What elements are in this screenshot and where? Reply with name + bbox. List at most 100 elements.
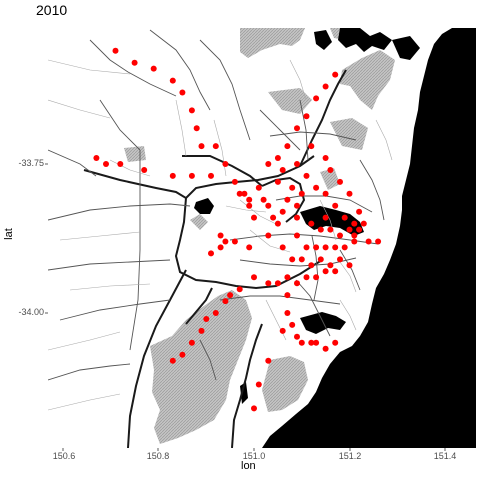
data-point <box>246 244 253 251</box>
data-point <box>332 71 339 78</box>
data-point <box>274 155 281 161</box>
data-point <box>294 125 300 132</box>
data-point <box>322 214 329 221</box>
data-point <box>327 226 334 233</box>
data-point <box>356 208 363 215</box>
data-point <box>313 339 320 346</box>
data-point <box>294 202 300 209</box>
x-tick-label: 151.0 <box>242 451 266 461</box>
x-tick-label: 151.4 <box>433 451 457 461</box>
data-point <box>222 298 229 305</box>
data-point <box>198 143 205 150</box>
y-tick-label: -33.75 <box>18 158 44 168</box>
data-point <box>332 268 339 275</box>
data-point <box>317 256 324 263</box>
data-point <box>303 172 310 179</box>
plot-title: 2010 <box>36 2 68 18</box>
data-point <box>188 339 195 346</box>
data-point <box>346 190 353 197</box>
data-point <box>112 47 119 54</box>
data-point <box>279 167 286 173</box>
data-point <box>289 321 296 328</box>
data-point <box>341 214 348 221</box>
data-point <box>93 155 100 161</box>
data-point <box>294 333 300 340</box>
data-point <box>322 244 329 251</box>
data-point <box>289 256 296 263</box>
data-point <box>255 184 262 191</box>
x-axis-label: lon <box>241 460 256 472</box>
data-point <box>298 190 305 197</box>
data-point <box>365 238 372 245</box>
data-point <box>303 244 310 251</box>
data-point <box>179 351 186 358</box>
data-point <box>188 107 195 114</box>
data-point <box>298 256 305 263</box>
y-tick-label: -34.00 <box>18 307 44 317</box>
data-point <box>179 89 186 96</box>
data-point <box>346 262 353 269</box>
data-point <box>193 125 200 132</box>
data-point <box>246 196 253 203</box>
data-point <box>284 143 291 150</box>
data-point <box>141 167 148 173</box>
data-point <box>356 226 363 233</box>
data-point <box>351 220 358 227</box>
data-point <box>317 226 324 233</box>
data-point <box>227 292 234 299</box>
data-point <box>313 244 320 251</box>
data-point <box>150 65 157 72</box>
data-point <box>246 202 253 209</box>
data-point <box>265 280 272 287</box>
data-point <box>322 83 329 90</box>
data-point <box>231 178 238 185</box>
data-point <box>294 232 300 239</box>
data-point <box>294 214 300 221</box>
data-point <box>169 77 176 84</box>
data-point <box>231 238 238 245</box>
data-point <box>308 220 315 227</box>
x-tick-label: 150.6 <box>52 451 76 461</box>
data-point <box>346 226 353 233</box>
data-point <box>251 214 257 221</box>
data-point <box>169 172 176 179</box>
data-point <box>322 268 329 275</box>
data-point <box>341 244 348 251</box>
data-point <box>198 327 205 334</box>
data-point <box>169 357 176 364</box>
data-point <box>117 161 124 167</box>
data-point <box>265 161 272 167</box>
data-point <box>322 345 329 352</box>
parkland-areas <box>124 28 395 444</box>
data-point <box>298 339 305 346</box>
data-point <box>332 339 339 346</box>
data-point <box>212 310 219 316</box>
data-point <box>274 220 281 227</box>
data-point <box>222 161 229 167</box>
data-point <box>332 244 339 251</box>
data-point <box>313 184 320 191</box>
data-point <box>308 262 315 269</box>
data-point <box>308 143 315 150</box>
data-point <box>279 244 286 251</box>
data-point <box>294 161 300 167</box>
data-point <box>251 274 257 281</box>
data-point <box>337 178 343 185</box>
data-point <box>351 238 358 245</box>
data-point <box>265 357 272 364</box>
data-point <box>208 172 214 179</box>
data-point <box>270 214 277 221</box>
data-point <box>236 286 243 293</box>
data-point <box>265 232 272 239</box>
data-point <box>284 274 291 281</box>
data-point <box>208 250 214 257</box>
data-point <box>332 202 339 209</box>
data-point <box>327 167 334 173</box>
data-point <box>313 274 320 281</box>
data-point <box>131 59 138 66</box>
data-point <box>308 339 315 346</box>
axis-ticks <box>45 163 446 451</box>
data-point <box>284 292 291 299</box>
data-point <box>322 190 329 197</box>
